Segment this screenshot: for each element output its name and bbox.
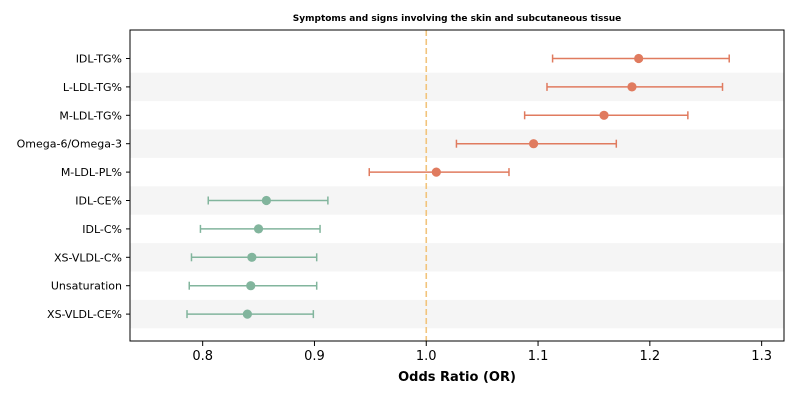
- x-tick-label: 0.8: [192, 349, 213, 364]
- or-point: [253, 224, 264, 234]
- y-axis: IDL-TG% L-LDL-TG% M-LDL-TG% Omega-6/Omega-3…: [17, 53, 130, 321]
- y-tick-label: Unsaturation: [51, 280, 122, 293]
- y-tick-label: L-LDL-TG%: [63, 81, 122, 94]
- or-point: [528, 139, 539, 149]
- y-tick-label: IDL-CE%: [75, 195, 122, 208]
- y-tick-label: XS-VLDL-CE%: [47, 308, 122, 321]
- or-point: [627, 82, 637, 92]
- odds-ratio-points: [242, 53, 644, 319]
- x-tick-label: 1.1: [528, 349, 549, 364]
- plot-frame: [129, 29, 785, 342]
- y-tick-label: IDL-C%: [82, 223, 122, 236]
- y-tick-label: XS-VLDL-C%: [54, 251, 122, 264]
- y-tick-label: Omega-6/Omega-3: [17, 138, 122, 151]
- or-point: [242, 309, 252, 319]
- y-tick-label: M-LDL-TG%: [59, 109, 122, 122]
- x-tick-label: 0.9: [304, 349, 325, 364]
- x-axis-label: Odds Ratio (OR): [398, 370, 516, 385]
- x-tick-label: 1.3: [751, 349, 772, 364]
- or-point: [431, 167, 441, 177]
- or-point: [634, 53, 644, 64]
- y-tick-label: IDL-TG%: [76, 53, 122, 66]
- chart-title: Symptoms and signs involving the skin an…: [293, 14, 621, 24]
- y-tick-label: M-LDL-PL%: [61, 166, 122, 179]
- or-point: [599, 110, 609, 120]
- or-point: [246, 281, 256, 291]
- or-point: [247, 252, 257, 262]
- x-tick-label: 1.2: [640, 349, 661, 364]
- or-point: [261, 195, 271, 206]
- x-axis: 0.8 0.9 1.0 1.1 1.2 1.3: [192, 341, 772, 364]
- x-tick-label: 1.0: [416, 349, 437, 364]
